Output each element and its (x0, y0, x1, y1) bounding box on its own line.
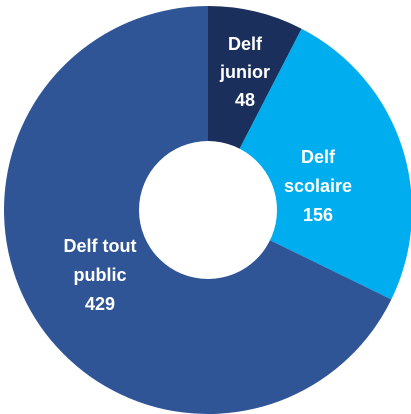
slice-label-delf-junior: Delf junior 48 (219, 34, 270, 110)
slice-label-delf-tout-public: Delf tout public 429 (64, 236, 137, 314)
slice-labels: Delf junior 48 Delf scolaire 156 Delf tout publ… (64, 34, 353, 314)
slice-label-delf-scolaire: Delf scolaire 156 (284, 147, 352, 225)
donut-hole (139, 141, 277, 279)
